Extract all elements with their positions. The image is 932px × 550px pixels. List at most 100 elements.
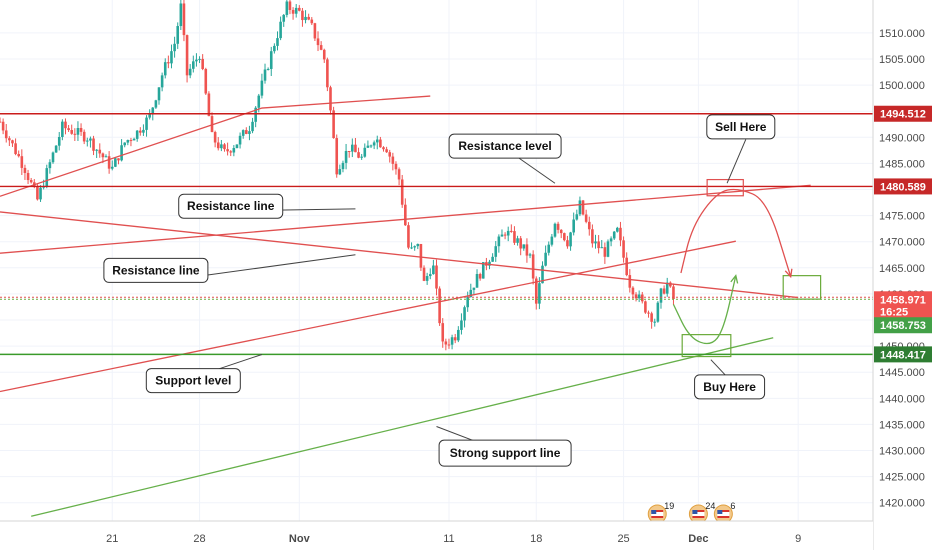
price-tag-label: 1494.512 — [880, 109, 926, 121]
candle-body — [313, 23, 317, 39]
callout-buy-here[interactable]: Buy Here — [694, 374, 766, 400]
candle-body — [70, 130, 74, 134]
candle-body — [566, 240, 569, 247]
trend-lines[interactable] — [0, 95, 811, 517]
candle-body — [241, 130, 245, 136]
callout-label: Resistance level — [458, 139, 551, 153]
candle-body — [428, 274, 432, 277]
candle-body — [422, 267, 426, 281]
callout-strong-support-line[interactable]: Strong support line — [438, 439, 572, 467]
target-zone[interactable] — [782, 275, 822, 300]
candle-body — [622, 240, 625, 258]
candle-body — [351, 144, 354, 152]
price-tag-label: 16:25 — [880, 307, 908, 319]
candle-body — [506, 230, 510, 236]
price-tick-label: 1440.000 — [879, 393, 925, 405]
candle-body — [104, 156, 108, 158]
candle-body — [192, 61, 195, 69]
sell-zone[interactable] — [706, 178, 744, 197]
callout-resistance-level[interactable]: Resistance level — [448, 133, 562, 159]
event-flag-icon[interactable]: 24 — [688, 501, 715, 524]
candle-body — [92, 138, 95, 151]
candle-body — [447, 344, 451, 346]
buy-zone[interactable] — [681, 334, 732, 358]
candle-body — [382, 147, 385, 150]
callouts[interactable]: Resistance level Resistance line Resistanc… — [103, 114, 776, 467]
candle-body — [332, 110, 335, 139]
callout-resistance-line[interactable]: Resistance line — [178, 193, 284, 219]
candle-body — [612, 231, 616, 239]
candle-body — [453, 337, 457, 341]
candle-body — [631, 287, 635, 295]
candle-body — [444, 341, 448, 345]
trend-line-red-rising-lower[interactable] — [0, 240, 736, 393]
price-tick-label: 1425.000 — [879, 472, 925, 484]
candle-body — [89, 138, 92, 141]
candle-body — [372, 142, 376, 146]
candle-body — [48, 162, 52, 169]
callout-label: Buy Here — [703, 380, 756, 394]
event-count: 6 — [730, 501, 735, 511]
event-flag-icon[interactable]: 6 — [713, 501, 735, 524]
candle-body — [1, 121, 5, 131]
price-axis-background — [873, 0, 932, 550]
candle-body — [369, 145, 373, 147]
candle-body — [432, 265, 435, 275]
horizontal-levels[interactable] — [0, 113, 873, 356]
candle-body — [285, 1, 289, 15]
price-tick-label: 1430.000 — [879, 446, 925, 458]
candle-body — [500, 234, 504, 237]
candle-body — [245, 130, 248, 134]
candle-body — [366, 145, 370, 148]
candle-body — [145, 117, 148, 130]
price-tick-label: 1420.000 — [879, 498, 925, 510]
flag-canton — [717, 510, 723, 514]
trend-line-red-rising-channel[interactable] — [0, 184, 811, 254]
candle-body — [491, 256, 494, 262]
event-markers[interactable]: 19 24 6 — [647, 501, 735, 524]
candle-body — [26, 172, 30, 181]
projection-arcs — [672, 188, 793, 345]
time-axis-background — [0, 521, 873, 550]
event-flag-icon[interactable]: 19 — [647, 501, 674, 524]
candle-body — [304, 16, 307, 21]
trend-line-red-rising-top[interactable] — [0, 95, 431, 197]
callout-box — [438, 439, 572, 467]
candle-body — [120, 145, 123, 161]
trend-line-green-strong-support[interactable] — [31, 337, 774, 517]
candle-body — [263, 69, 267, 81]
candle-body — [276, 38, 279, 46]
trend-line-red-falling[interactable] — [0, 211, 799, 299]
price-tag: 16:25 — [874, 303, 932, 320]
time-axis[interactable]: 21 28 Nov 11 18 25 Dec 9 — [106, 533, 801, 545]
zones[interactable] — [681, 178, 822, 358]
candle-body — [563, 233, 566, 241]
candle-body — [391, 156, 395, 164]
candle-body — [67, 128, 70, 131]
candle-body — [160, 75, 164, 88]
candle-body — [204, 69, 208, 94]
candle-body — [185, 35, 189, 76]
candle-body — [76, 128, 80, 135]
callout-sell-here[interactable]: Sell Here — [706, 114, 776, 140]
candle-body — [494, 246, 498, 257]
candle-body — [235, 144, 239, 148]
candle-body — [419, 243, 423, 268]
candle-body — [173, 43, 176, 52]
candle-body — [86, 140, 89, 142]
candle-body — [151, 107, 155, 114]
candle-body — [179, 3, 183, 27]
candle-body — [553, 223, 557, 237]
candle-body — [123, 142, 127, 146]
callout-support-level[interactable]: Support level — [145, 368, 241, 394]
candle-body — [650, 313, 653, 322]
flag-canton — [692, 510, 698, 514]
callout-resistance-line[interactable]: Resistance line — [103, 257, 209, 283]
time-tick-label: 9 — [795, 533, 801, 545]
callout-label: Support level — [155, 374, 231, 388]
callout-label: Resistance line — [187, 199, 275, 213]
candle-body — [640, 294, 644, 302]
candle-body — [139, 130, 142, 133]
candle-body — [107, 156, 111, 169]
